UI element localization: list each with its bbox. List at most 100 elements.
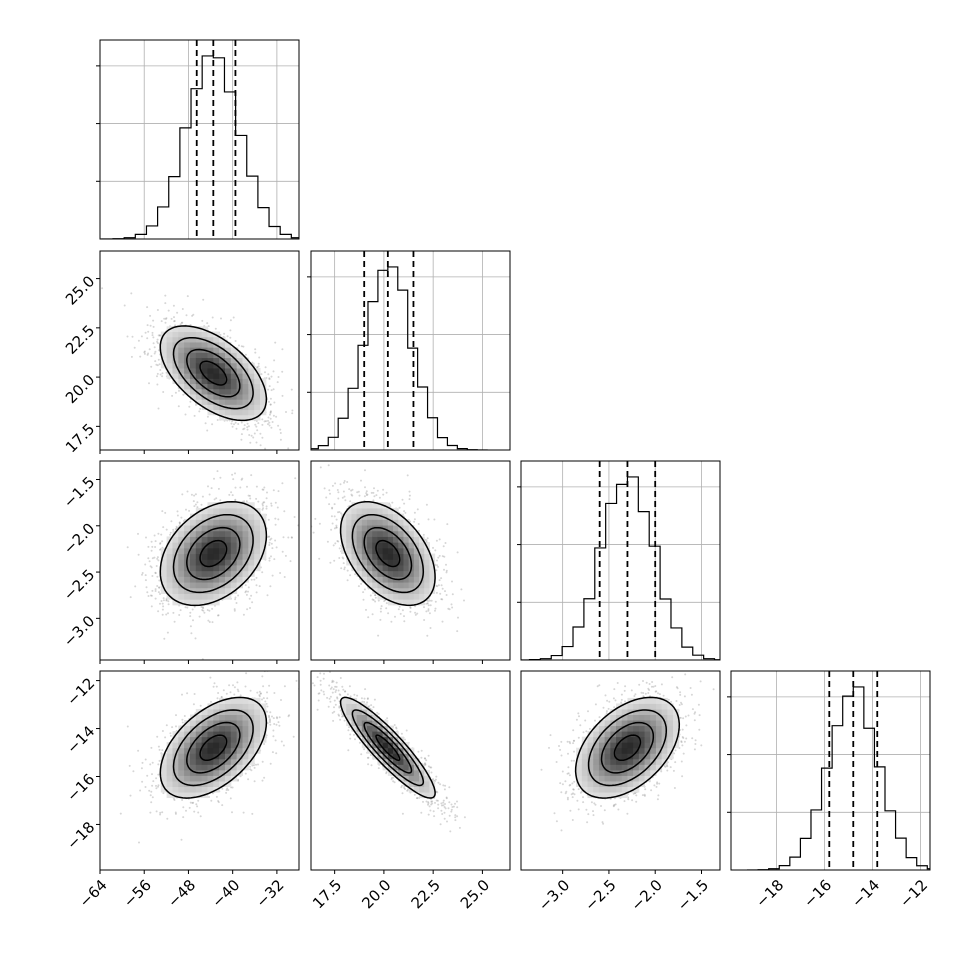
scatter-point <box>334 542 337 545</box>
scatter-point <box>240 433 243 436</box>
scatter-point <box>300 396 302 398</box>
scatter-point <box>342 557 345 560</box>
scatter-point <box>437 565 439 568</box>
scatter-point <box>231 425 234 428</box>
scatter-point <box>322 531 324 533</box>
scatter-point <box>255 591 258 594</box>
scatter-point <box>358 494 361 497</box>
scatter-point <box>365 490 368 493</box>
density-cell <box>213 409 220 416</box>
scatter-point <box>147 352 150 355</box>
scatter-point <box>232 478 235 481</box>
scatter-point <box>270 426 273 429</box>
scatter-point <box>435 539 438 542</box>
scatter-point <box>205 453 207 455</box>
scatter-point <box>269 403 272 406</box>
scatter-point <box>160 533 163 536</box>
scatter-point <box>217 487 220 490</box>
density-cell <box>178 383 185 390</box>
scatter-point <box>171 394 174 397</box>
scatter-point <box>180 516 183 519</box>
histogram-panel-1 <box>307 250 511 451</box>
scatter-point <box>329 492 331 495</box>
scatter-point <box>191 314 194 317</box>
scatter-point <box>158 334 161 337</box>
density-cell <box>248 399 255 405</box>
scatter-point <box>189 625 192 628</box>
scatter-point <box>167 612 169 615</box>
scatter-point <box>173 320 176 323</box>
scatter-point <box>269 403 272 406</box>
scatter-point <box>158 579 161 582</box>
scatter-point <box>145 536 147 539</box>
density-cell <box>224 362 232 369</box>
scatter-point <box>153 556 156 559</box>
density-cell <box>242 409 249 416</box>
scatter-point <box>246 426 249 429</box>
scatter-point <box>441 620 444 623</box>
density-cell <box>178 347 185 353</box>
scatter-point <box>440 584 443 587</box>
scatter-point <box>261 436 264 439</box>
scatter-point <box>382 488 385 491</box>
scatter-point <box>337 491 340 494</box>
scatter-point <box>157 407 160 410</box>
scatter-point <box>234 421 237 424</box>
density-cell <box>219 362 226 369</box>
density-cell <box>166 357 173 364</box>
scatter-point <box>148 560 151 563</box>
scatter-point <box>152 319 155 322</box>
density-cell <box>195 393 203 400</box>
histogram-bars <box>311 266 488 450</box>
scatter-point <box>330 528 333 531</box>
scatter-point <box>374 600 377 603</box>
scatter-point <box>372 491 375 494</box>
scatter-point <box>177 405 180 408</box>
scatter-point <box>274 341 277 344</box>
scatter-point <box>434 607 437 610</box>
scatter-point <box>323 487 326 490</box>
scatter-point <box>167 309 170 312</box>
scatter-point <box>369 594 372 597</box>
scatter-point <box>269 538 272 541</box>
scatter-point <box>279 432 282 434</box>
density-cell <box>195 352 203 359</box>
scatter-point <box>372 599 375 601</box>
scatter-point <box>157 591 160 594</box>
scatter-point <box>357 585 360 588</box>
scatter-point <box>248 434 251 436</box>
scatter-point <box>247 425 250 428</box>
density-cell <box>166 347 173 353</box>
density-cell <box>242 373 249 379</box>
density-cell <box>166 352 173 359</box>
scatter-point <box>385 602 388 605</box>
histogram-bars <box>521 476 720 660</box>
scatter-point <box>268 385 271 388</box>
scatter-point <box>281 394 284 397</box>
scatter-point <box>250 474 253 477</box>
density-cell <box>224 399 232 405</box>
scatter-point <box>150 540 153 543</box>
density-cell <box>195 399 203 405</box>
scatter-point <box>451 580 453 583</box>
scatter-point <box>141 573 143 576</box>
scatter-point <box>379 607 382 610</box>
scatter-point <box>164 511 167 514</box>
density-cell <box>201 352 208 359</box>
scatter-point <box>404 511 407 514</box>
density-cell <box>178 331 185 338</box>
scatter-point <box>188 405 191 408</box>
density-cell <box>195 326 203 333</box>
scatter-point <box>196 506 199 509</box>
scatter-point <box>283 510 286 513</box>
scatter-point <box>387 612 390 615</box>
scatter-point <box>262 501 265 504</box>
scatter-point <box>261 504 264 507</box>
scatter-point <box>221 453 223 455</box>
scatter-point <box>242 428 245 431</box>
scatter-point <box>200 606 203 608</box>
scatter-point <box>344 499 347 502</box>
density-cell <box>219 341 226 348</box>
scatter-point <box>270 375 273 378</box>
scatter-point <box>372 499 375 502</box>
